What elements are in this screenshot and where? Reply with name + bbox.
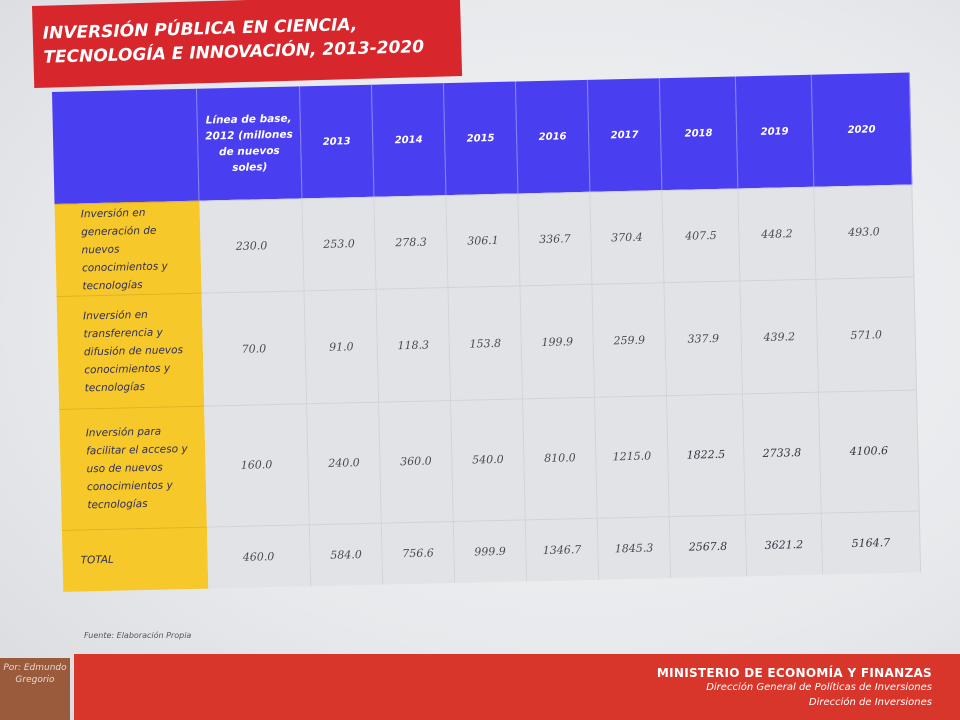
source-note: Fuente: Elaboración Propia	[84, 631, 192, 640]
investment-table-wrapper: Línea de base, 2012 (millones de nuevos …	[52, 72, 922, 592]
header-baseline: Línea de base, 2012 (millones de nuevos …	[196, 86, 303, 201]
header-year-2019: 2019	[735, 74, 815, 189]
table-cell: 999.9	[453, 519, 528, 583]
table-row: Inversión en transferencia y difusión de…	[56, 276, 917, 409]
table-cell: 360.0	[379, 400, 454, 523]
ministry-directorate: Dirección General de Políticas de Invers…	[706, 682, 932, 693]
table-cell: 306.1	[446, 193, 521, 288]
table-cell: 439.2	[740, 279, 819, 394]
table-cell: 230.0	[199, 198, 305, 294]
table-cell: 460.0	[206, 523, 312, 589]
table-cell: 2733.8	[743, 391, 822, 515]
header-year-2016: 2016	[515, 79, 591, 194]
table-cell: 2567.8	[669, 514, 748, 579]
table-cell: 4100.6	[818, 389, 920, 513]
table-cell: 756.6	[381, 520, 456, 585]
header-row: Línea de base, 2012 (millones de nuevos …	[52, 72, 913, 204]
row-label-total: TOTAL	[61, 526, 209, 592]
table-row: Inversión para facilitar el acceso y uso…	[59, 389, 920, 530]
table-cell: 259.9	[592, 282, 668, 397]
table-cell: 810.0	[523, 396, 598, 520]
header-year-2013: 2013	[299, 84, 375, 199]
ministry-block: MINISTERIO DE ECONOMÍA Y FINANZAS Direcc…	[657, 666, 932, 710]
table-cell: 199.9	[520, 284, 596, 399]
header-year-2018: 2018	[659, 76, 739, 191]
row-label-access: Inversión para facilitar el acceso y uso…	[59, 405, 207, 530]
table-cell: 1822.5	[667, 393, 746, 516]
table-cell: 153.8	[448, 285, 524, 401]
footer-bar: MINISTERIO DE ECONOMÍA Y FINANZAS Direcc…	[74, 654, 960, 720]
row-label-generation: Inversión en generación de nuevos conoci…	[54, 200, 202, 297]
ministry-department: Dirección de Inversiones	[808, 697, 932, 708]
table-cell: 571.0	[816, 276, 917, 392]
table-cell: 1845.3	[597, 515, 672, 580]
table-cell: 584.0	[309, 522, 384, 587]
header-year-2020: 2020	[811, 72, 913, 187]
header-year-2015: 2015	[443, 81, 519, 196]
header-year-2014: 2014	[371, 83, 447, 197]
table-cell: 70.0	[201, 290, 308, 406]
row-label-transfer: Inversión en transferencia y difusión de…	[56, 293, 205, 409]
table-cell: 160.0	[204, 403, 310, 527]
table-cell: 336.7	[518, 191, 593, 286]
table-cell: 253.0	[302, 196, 377, 291]
header-corner	[52, 88, 200, 204]
table-cell: 118.3	[376, 287, 452, 402]
table-cell: 448.2	[738, 186, 817, 281]
ministry-name: MINISTERIO DE ECONOMÍA Y FINANZAS	[656, 666, 932, 680]
table-cell: 407.5	[662, 188, 741, 283]
table-cell: 91.0	[304, 289, 380, 404]
investment-table: Línea de base, 2012 (millones de nuevos …	[52, 72, 922, 592]
table-cell: 370.4	[590, 190, 665, 285]
author-credit: Por: Edmundo Gregorio	[0, 658, 70, 720]
table-cell: 1346.7	[525, 517, 600, 582]
header-year-2017: 2017	[587, 78, 663, 192]
table-cell: 540.0	[451, 398, 526, 521]
table-cell: 5164.7	[821, 510, 922, 575]
table-cell: 278.3	[374, 195, 449, 290]
table-cell: 493.0	[814, 184, 915, 280]
table-cell: 337.9	[664, 280, 744, 396]
table-cell: 3621.2	[745, 512, 824, 577]
table-cell: 1215.0	[595, 395, 670, 518]
table-cell: 240.0	[307, 401, 382, 524]
title-banner: INVERSIÓN PÚBLICA EN CIENCIA, TECNOLOGÍA…	[32, 0, 463, 88]
